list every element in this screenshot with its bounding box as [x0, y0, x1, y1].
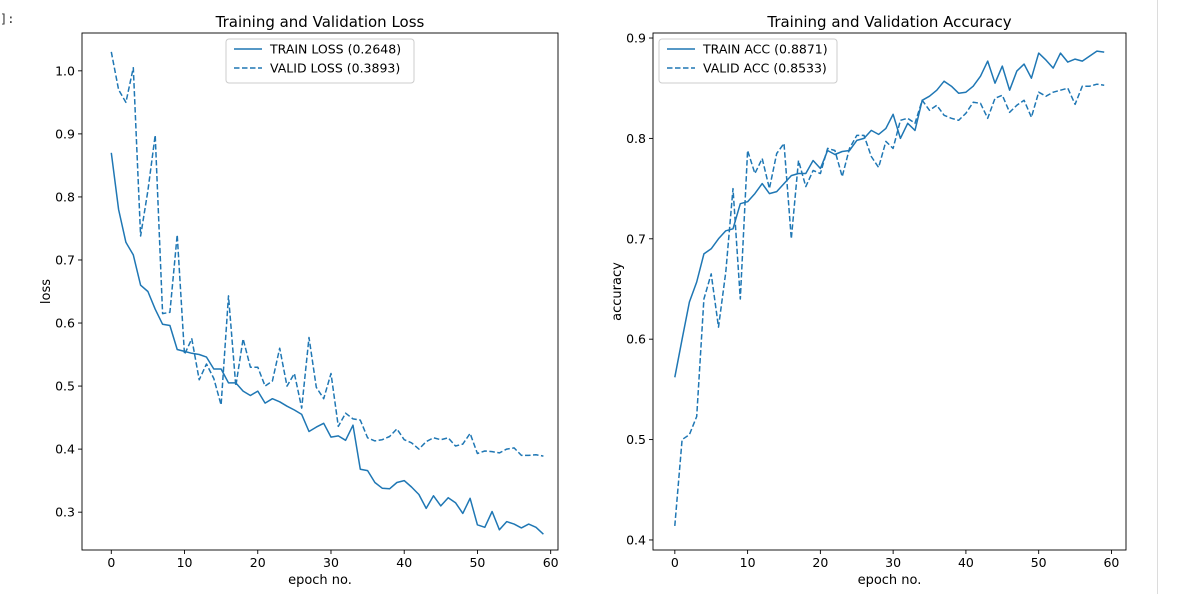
x-tick-label: 10 [177, 555, 193, 570]
x-tick-label: 60 [1103, 555, 1119, 570]
y-tick-label: 0.8 [55, 189, 75, 204]
y-tick-label: 0.3 [55, 505, 75, 520]
y-tick-label: 0.5 [626, 432, 646, 447]
y-axis-label: loss [39, 279, 54, 304]
y-tick-label: 0.6 [55, 316, 75, 331]
chart-title: Training and Validation Accuracy [766, 13, 1011, 31]
series-line-valid [674, 83, 1105, 526]
chart-title: Training and Validation Loss [215, 13, 425, 31]
y-axis-label: accuracy [610, 262, 625, 321]
loss-chart: Training and Validation Loss 0 10 20 30 40 50 6… [39, 13, 559, 588]
x-tick-label: 50 [1031, 555, 1047, 570]
x-axis-label: epoch no. [288, 573, 352, 588]
series-line-train [110, 152, 544, 535]
x-tick-label: 0 [671, 555, 679, 570]
y-tick-label: 0.5 [55, 379, 75, 394]
x-tick-label: 20 [812, 555, 828, 570]
x-tick-label: 60 [543, 555, 559, 570]
x-tick-label: 30 [885, 555, 901, 570]
cell-prompt: ]: [0, 12, 15, 26]
x-tick-label: 20 [250, 555, 266, 570]
y-tick-label: 0.4 [626, 532, 646, 547]
x-tick-label: 50 [469, 555, 485, 570]
y-tick-label: 1.0 [55, 63, 75, 78]
axes-frame [652, 32, 1127, 551]
y-tick-label: 0.9 [55, 126, 75, 141]
legend: TRAIN ACC (0.8871) VALID ACC (0.8533) [658, 38, 838, 84]
y-tick-label: 0.8 [626, 131, 646, 146]
legend-label: TRAIN LOSS (0.2648) [269, 42, 401, 57]
series-line-train [674, 50, 1105, 378]
legend-label: VALID ACC (0.8533) [703, 61, 827, 76]
x-tick-label: 40 [396, 555, 412, 570]
y-tick-label: 0.9 [626, 31, 646, 46]
legend: TRAIN LOSS (0.2648) VALID LOSS (0.3893) [225, 38, 415, 84]
legend-box [225, 38, 415, 84]
y-tick-label: 0.7 [55, 252, 75, 267]
x-tick-label: 30 [323, 555, 339, 570]
accuracy-chart: Training and Validation Accuracy 0 10 20 30 4… [610, 13, 1127, 588]
scrollbar-track[interactable] [1157, 0, 1158, 594]
x-axis-label: epoch no. [858, 573, 922, 588]
x-tick-label: 10 [740, 555, 756, 570]
x-tick-label: 40 [958, 555, 974, 570]
y-tick-label: 0.4 [55, 442, 75, 457]
series-line-valid [110, 51, 544, 457]
x-tick-label: 0 [107, 555, 115, 570]
axes-frame [81, 32, 559, 551]
y-tick-label: 0.7 [626, 231, 646, 246]
legend-label: TRAIN ACC (0.8871) [702, 42, 828, 57]
y-tick-label: 0.6 [626, 332, 646, 347]
legend-box [658, 38, 838, 84]
legend-label: VALID LOSS (0.3893) [270, 61, 400, 76]
